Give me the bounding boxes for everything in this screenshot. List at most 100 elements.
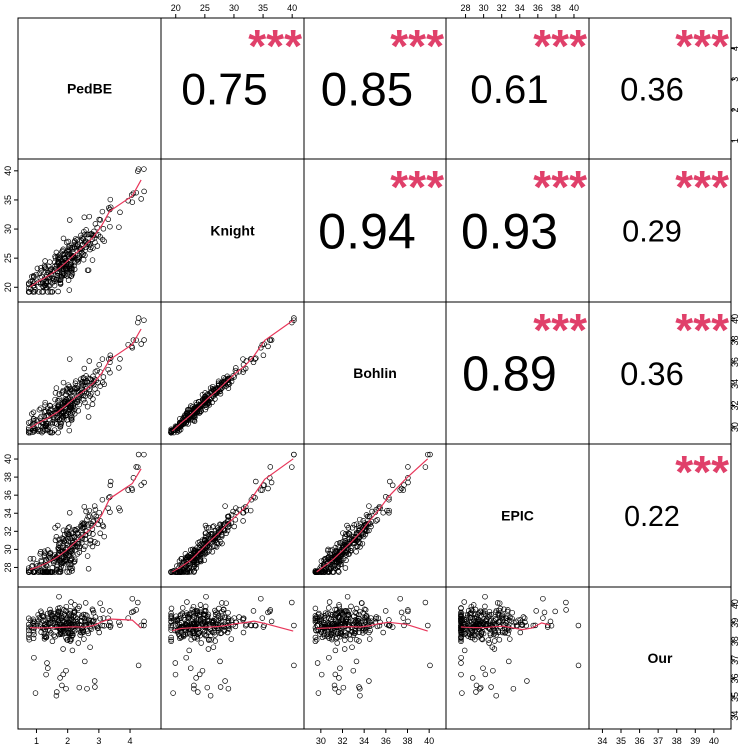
- data-point: [52, 396, 58, 403]
- data-point: [62, 608, 69, 614]
- data-point: [203, 525, 210, 531]
- data-point: [135, 451, 142, 458]
- data-point: [97, 615, 104, 622]
- data-point: [201, 549, 208, 555]
- data-point: [335, 563, 342, 569]
- data-point: [351, 630, 357, 637]
- data-point: [329, 563, 336, 569]
- data-point: [400, 487, 407, 493]
- data-point: [190, 558, 197, 565]
- data-point: [170, 690, 176, 696]
- data-point: [258, 487, 264, 493]
- variable-label-pedbe: PedBE: [67, 81, 112, 97]
- data-point: [78, 232, 84, 239]
- data-point: [60, 671, 66, 678]
- scatter-panel-epic-vs-bohlin: [312, 451, 433, 575]
- data-point: [510, 685, 517, 692]
- tick-label: 4: [730, 46, 740, 51]
- data-point: [486, 640, 492, 646]
- data-point: [47, 606, 53, 613]
- data-point: [202, 537, 208, 544]
- data-point: [90, 245, 96, 251]
- data-point: [503, 615, 510, 621]
- data-point: [205, 629, 212, 635]
- data-point: [203, 593, 209, 600]
- data-point: [218, 619, 225, 625]
- tick-label: 32: [730, 400, 740, 410]
- data-point: [495, 629, 502, 636]
- data-point: [67, 535, 74, 542]
- data-point: [327, 554, 334, 561]
- tick-label: 4: [128, 736, 133, 746]
- data-point: [207, 692, 214, 699]
- data-point: [291, 662, 297, 669]
- data-point: [199, 667, 206, 674]
- data-point: [515, 617, 521, 623]
- data-point: [83, 508, 89, 515]
- data-point: [373, 518, 379, 524]
- data-point: [65, 386, 71, 392]
- data-point: [363, 512, 370, 518]
- data-point: [517, 629, 524, 636]
- data-point: [219, 540, 225, 547]
- data-point: [545, 622, 551, 629]
- data-point: [52, 551, 58, 558]
- data-point: [59, 410, 65, 417]
- correlation-value-knight-bohlin: 0.94: [318, 204, 416, 260]
- data-point: [291, 315, 297, 321]
- data-point: [107, 624, 114, 630]
- data-point: [78, 376, 84, 382]
- data-point: [105, 505, 111, 512]
- data-point: [186, 412, 193, 419]
- data-point: [71, 534, 78, 541]
- data-point: [225, 623, 232, 630]
- data-point: [519, 621, 526, 628]
- data-point: [89, 236, 96, 243]
- tick-label: 38: [730, 335, 740, 345]
- data-point: [465, 608, 472, 614]
- panel-4-2: [303, 586, 447, 730]
- data-point: [458, 671, 464, 678]
- tick-label: 20: [3, 282, 13, 292]
- data-point: [389, 624, 396, 630]
- data-point: [482, 671, 489, 678]
- data-point: [217, 539, 224, 545]
- data-point: [343, 608, 349, 614]
- data-point: [501, 606, 507, 613]
- data-point: [332, 614, 339, 621]
- data-point: [49, 638, 56, 645]
- data-point: [55, 429, 61, 436]
- data-point: [193, 608, 200, 614]
- scatter-panel-bohlin-vs-knight: [168, 315, 297, 436]
- data-point: [61, 549, 68, 555]
- data-point: [240, 369, 246, 375]
- data-point: [253, 355, 259, 361]
- data-point: [330, 569, 336, 575]
- scatter-panel-our-vs-knight: [168, 593, 297, 699]
- data-point: [212, 607, 218, 614]
- data-point: [69, 628, 75, 635]
- data-point: [552, 608, 558, 615]
- data-point: [80, 525, 87, 531]
- data-point: [353, 605, 360, 612]
- data-point: [107, 369, 113, 376]
- data-point: [37, 428, 44, 434]
- data-point: [35, 611, 41, 618]
- data-point: [60, 379, 67, 386]
- data-point: [202, 390, 208, 396]
- data-point: [86, 213, 93, 220]
- data-point: [91, 503, 98, 509]
- data-point: [46, 263, 52, 269]
- data-point: [353, 549, 359, 555]
- data-point: [128, 609, 135, 616]
- data-point: [186, 406, 193, 413]
- data-point: [289, 464, 295, 470]
- data-point: [99, 356, 106, 362]
- data-point: [337, 665, 343, 671]
- data-point: [135, 662, 142, 669]
- data-point: [85, 239, 92, 246]
- tick-label: 32: [337, 736, 347, 746]
- data-point: [64, 569, 70, 575]
- data-point: [58, 274, 64, 280]
- data-point: [380, 629, 386, 636]
